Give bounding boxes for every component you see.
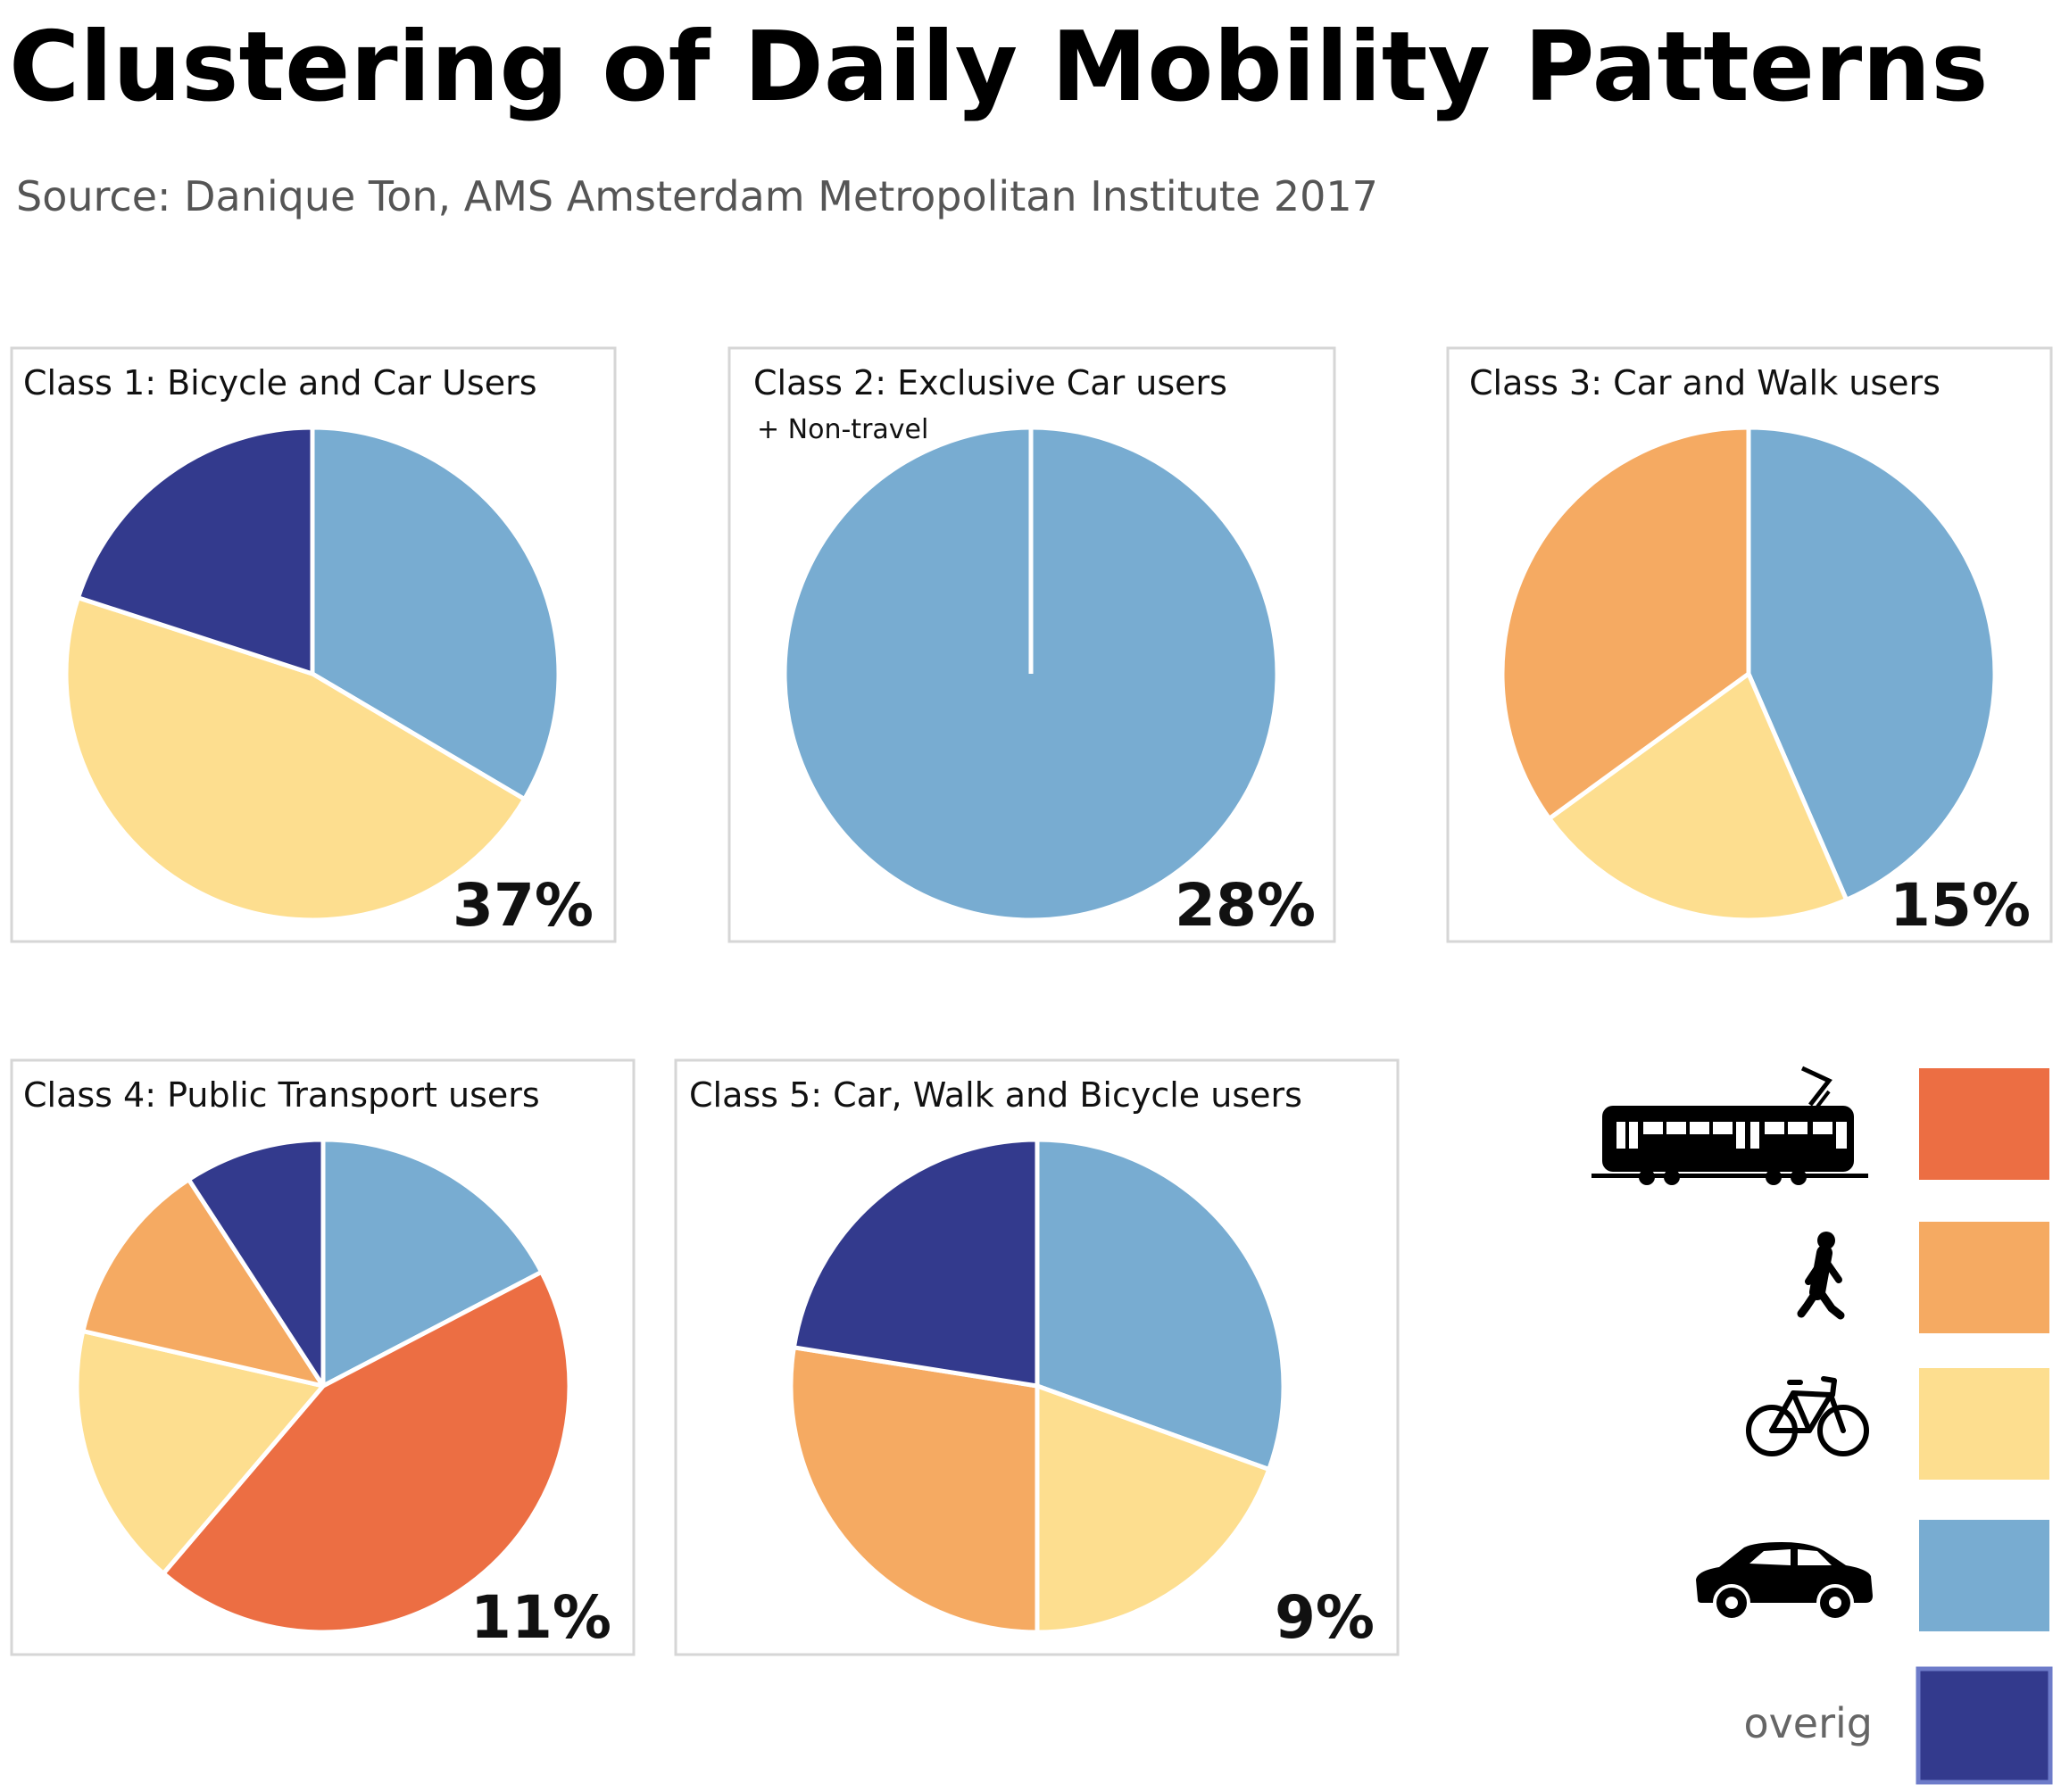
- panel-title: Class 2: Exclusive Car users: [753, 363, 1227, 402]
- pie-panel: Class 2: Exclusive Car users + Non-trave…: [727, 346, 1336, 943]
- pie-slice-public-transport: [161, 1269, 572, 1635]
- class-share-label: 9%: [1275, 1583, 1375, 1652]
- pie-chart: [782, 425, 1280, 923]
- pie-slice-car: [310, 425, 561, 801]
- panel-title: Class 3: Car and Walk users: [1469, 363, 1940, 402]
- pie-slice-other: [791, 1137, 1040, 1389]
- class-share-label: 37%: [453, 871, 594, 940]
- pie-slice-car: [1746, 425, 1998, 902]
- pie-slice-other: [186, 1137, 326, 1389]
- pie-chart: [788, 1137, 1286, 1635]
- pie-slice-bicycle: [63, 595, 528, 923]
- tram-icon: [1591, 1066, 1868, 1185]
- legend: overig: [1591, 1066, 2053, 1785]
- chart-title: Clustering of Daily Mobility Patterns: [9, 12, 1988, 123]
- pie-slice-walk: [80, 1177, 326, 1389]
- pie-slice-other: [76, 425, 315, 676]
- pie-chart: [74, 1137, 572, 1635]
- pie-panel: Class 3: Car and Walk users 15%: [1446, 346, 2053, 943]
- legend-swatch-walk: [1917, 1220, 2051, 1335]
- pie-chart: [63, 425, 561, 923]
- car-icon: [1696, 1542, 1873, 1622]
- panel-title: Class 1: Bicycle and Car Users: [23, 363, 537, 402]
- panel-title: Class 5: Car, Walk and Bicycle users: [689, 1075, 1302, 1115]
- legend-swatch-bicycle: [1917, 1366, 2051, 1481]
- class-share-label: 11%: [470, 1583, 611, 1652]
- pie-slice-bicycle: [1035, 1383, 1272, 1635]
- class-share-label: 15%: [1890, 871, 2031, 940]
- pie-slice-bicycle: [74, 1329, 326, 1576]
- bicycle-icon: [1746, 1376, 1869, 1456]
- legend-swatch-car: [1917, 1518, 2051, 1633]
- pie-slice-car: [320, 1137, 544, 1389]
- pie-chart: [1500, 425, 1998, 923]
- legend-swatch-other: [1916, 1666, 2053, 1785]
- pie-slice-walk: [788, 1345, 1040, 1635]
- pie-slice-car: [1035, 1137, 1286, 1472]
- pie-slice-walk: [1500, 425, 1751, 821]
- pie-panel: Class 4: Public Transport users 11%: [10, 1058, 636, 1656]
- legend-label-other: overig: [1743, 1699, 1873, 1747]
- panel-note: + Non-travel: [757, 414, 928, 445]
- walking-person-icon: [1797, 1232, 1845, 1320]
- chart-source: Source: Danique Ton, AMS Amsterdam Metro…: [16, 172, 1378, 220]
- pie-panel: Class 5: Car, Walk and Bicycle users 9%: [674, 1058, 1400, 1656]
- pie-slice-bicycle: [1547, 671, 1849, 923]
- pie-panel: Class 1: Bicycle and Car Users 37%: [10, 346, 617, 943]
- panel-title: Class 4: Public Transport users: [23, 1075, 540, 1115]
- class-share-label: 28%: [1175, 871, 1316, 940]
- legend-swatch-public-transport: [1917, 1066, 2051, 1182]
